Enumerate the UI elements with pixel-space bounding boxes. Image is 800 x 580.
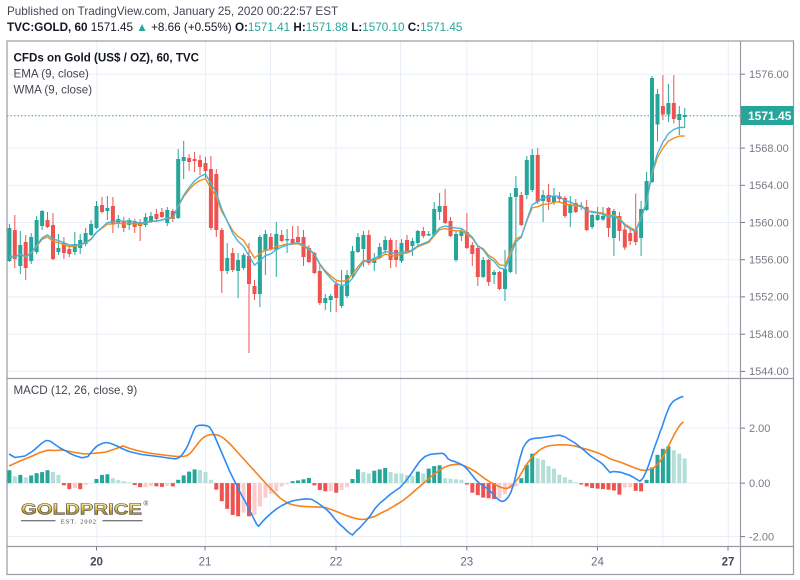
svg-text:0.00: 0.00 xyxy=(749,478,770,490)
svg-text:WMA (9, close): WMA (9, close) xyxy=(14,84,93,97)
svg-text:1552.00: 1552.00 xyxy=(749,292,789,304)
svg-text:EMA (9, close): EMA (9, close) xyxy=(14,68,90,81)
svg-text:2.00: 2.00 xyxy=(749,423,770,435)
svg-text:1576.00: 1576.00 xyxy=(749,69,789,81)
svg-text:1560.00: 1560.00 xyxy=(749,217,789,229)
svg-text:20: 20 xyxy=(90,557,103,569)
svg-text:GOLDPRICE: GOLDPRICE xyxy=(21,502,142,519)
svg-text:1556.00: 1556.00 xyxy=(749,255,789,267)
svg-text:1544.00: 1544.00 xyxy=(749,366,789,378)
svg-text:-2.00: -2.00 xyxy=(749,531,774,543)
svg-text:CFDs on Gold (US$ / OZ), 60, T: CFDs on Gold (US$ / OZ), 60, TVC xyxy=(14,52,200,65)
svg-text:1564.00: 1564.00 xyxy=(749,180,789,192)
svg-text:24: 24 xyxy=(591,557,604,569)
svg-text:22: 22 xyxy=(330,557,343,569)
svg-text:MACD (12, 26, close, 9): MACD (12, 26, close, 9) xyxy=(14,384,138,397)
svg-text:TVC:GOLD, 60 1571.45 ▲ +8.66 (: TVC:GOLD, 60 1571.45 ▲ +8.66 (+0.55%) O:… xyxy=(7,21,463,34)
svg-text:1568.00: 1568.00 xyxy=(749,143,789,155)
svg-text:23: 23 xyxy=(460,557,473,569)
svg-text:Published on TradingView.com,: Published on TradingView.com, January 25… xyxy=(7,5,338,18)
svg-text:EST. 2002: EST. 2002 xyxy=(61,518,97,525)
svg-text:®: ® xyxy=(144,500,149,508)
svg-text:1571.45: 1571.45 xyxy=(748,109,792,123)
svg-text:1548.00: 1548.00 xyxy=(749,329,789,341)
svg-text:21: 21 xyxy=(199,557,212,569)
svg-text:27: 27 xyxy=(722,557,735,569)
